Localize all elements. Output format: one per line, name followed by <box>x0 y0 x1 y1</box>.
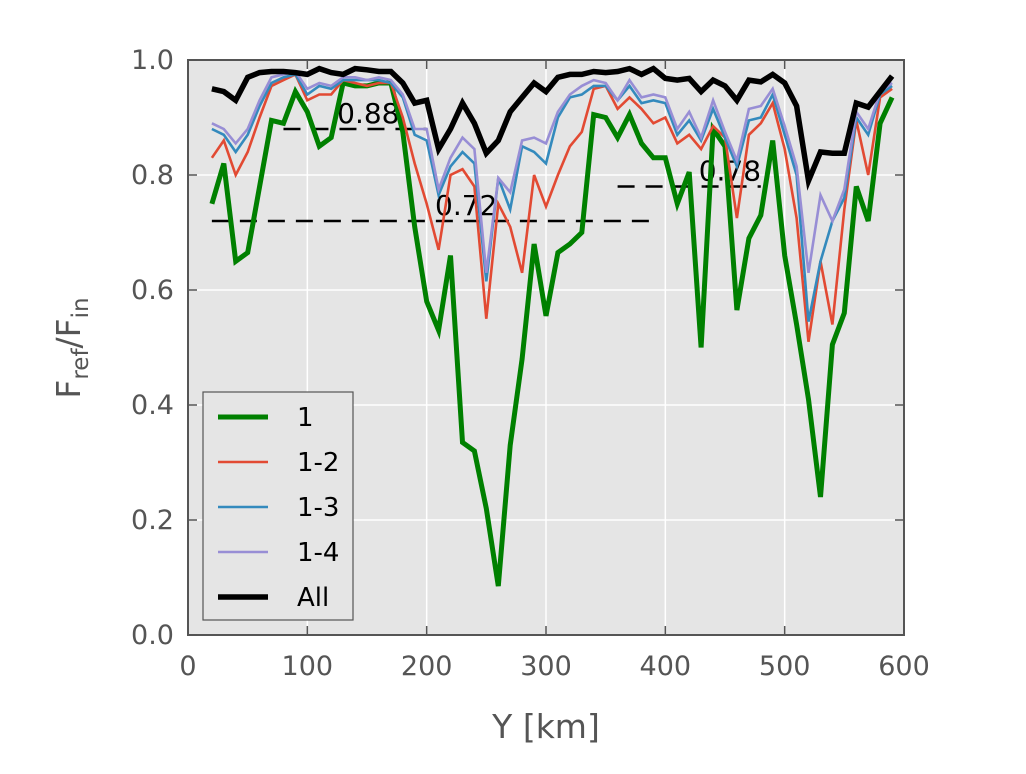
x-tick-label: 100 <box>282 651 334 682</box>
x-tick-label: 400 <box>640 651 692 682</box>
y-tick-label: 0.6 <box>131 275 174 306</box>
x-axis-label: Y [km] <box>491 707 600 746</box>
legend-entry-label: All <box>297 583 329 613</box>
legend-entry-label: 1 <box>297 403 314 433</box>
legend-entry-label: 1-4 <box>297 538 339 568</box>
y-axis-label-sub1: ref <box>68 348 94 380</box>
y-axis-label-base: F <box>49 380 88 399</box>
x-tick-label: 500 <box>759 651 811 682</box>
y-tick-label: 0.2 <box>131 505 174 536</box>
x-tick-label: 200 <box>401 651 453 682</box>
y-tick-label: 1.0 <box>131 45 174 76</box>
y-axis-label: Fref/Fin <box>49 297 94 398</box>
x-tick-label: 600 <box>878 651 930 682</box>
y-axis-label-sub2: in <box>68 297 94 318</box>
reference-label: 0.88 <box>337 97 399 130</box>
y-tick-label: 0.8 <box>131 160 174 191</box>
y-axis-label-sep: /F <box>49 318 88 348</box>
legend-entry-label: 1-3 <box>297 493 339 523</box>
y-tick-label: 0.0 <box>131 620 174 651</box>
x-tick-label: 0 <box>179 651 196 682</box>
legend: 1 1-2 1-3 1-4 All <box>203 392 353 620</box>
legend-entry-label: 1-2 <box>297 448 339 478</box>
y-tick-label: 0.4 <box>131 390 174 421</box>
x-tick-label: 300 <box>520 651 572 682</box>
